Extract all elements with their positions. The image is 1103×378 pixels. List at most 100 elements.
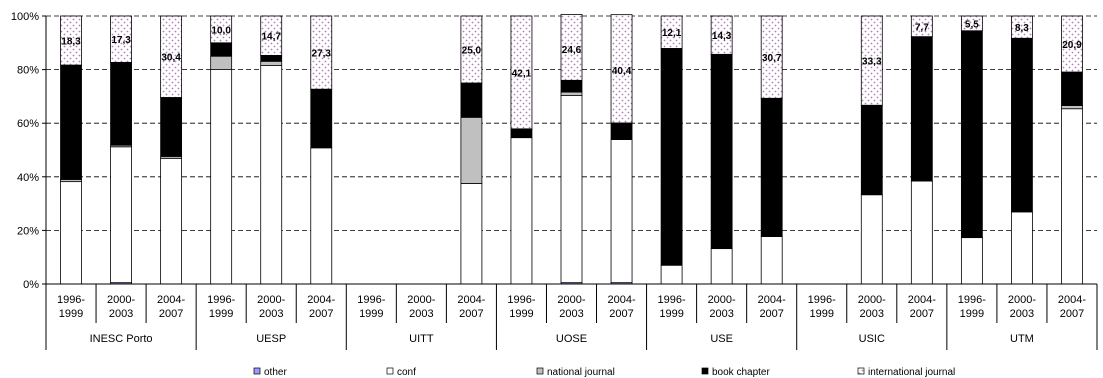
bar-segment-conf <box>510 137 533 285</box>
bar-segment-international-journal <box>510 15 533 130</box>
x-group-label: UOSE <box>556 333 587 345</box>
bar-segment-book-chapter <box>910 36 933 182</box>
x-period-label: 2000- <box>1008 294 1036 306</box>
x-period-label: 2003 <box>259 308 283 320</box>
x-group-label: USIC <box>859 333 885 345</box>
bar-segment-conf <box>1061 108 1083 285</box>
bar-segment-book-chapter <box>210 42 233 57</box>
bar-segment-book-chapter <box>560 79 583 93</box>
bar-segment-conf <box>660 264 683 285</box>
legend: other conf national journal book chapter int… <box>253 367 955 378</box>
x-period-label: 1999 <box>59 308 83 320</box>
x-period-label: 2004- <box>758 294 786 306</box>
x-period-label: 1996- <box>808 294 836 306</box>
bar-segment-book-chapter <box>860 104 883 196</box>
y-tick-label: 40% <box>17 172 39 184</box>
x-period-label: 1996- <box>207 294 235 306</box>
bar-segment-international-journal <box>260 15 283 56</box>
bar-segment-international-journal <box>760 15 783 99</box>
x-period-label: 2000- <box>557 294 585 306</box>
bar-segment-book-chapter <box>1011 37 1033 213</box>
data-label: 24,6 <box>562 45 582 56</box>
axes: 0% 20% 40% 60% 80% 100% 1996- 1999 2000- 2003 2004… <box>11 11 1098 350</box>
legend-label: conf <box>397 367 416 378</box>
bar-segment-international-journal <box>160 15 183 98</box>
bar-segment-book-chapter <box>760 97 783 237</box>
data-label: 7,7 <box>915 22 929 33</box>
data-label: 8,3 <box>1015 23 1029 34</box>
x-period-label: 2003 <box>559 308 583 320</box>
legend-swatch-national-journal <box>536 367 544 375</box>
bar-segment-book-chapter <box>960 30 983 239</box>
x-period-label: 2007 <box>1060 308 1084 320</box>
data-label: 20,9 <box>1062 40 1082 51</box>
x-period-label: 2004- <box>908 294 936 306</box>
x-period-label: 2000- <box>708 294 736 306</box>
x-period-label: 2007 <box>159 308 183 320</box>
bar-segment-international-journal <box>60 15 82 66</box>
y-tick-label: 60% <box>17 118 39 130</box>
bar-segment-international-journal <box>310 15 333 90</box>
legend-swatch-international-journal <box>857 367 865 375</box>
x-group-label: UESP <box>256 333 286 345</box>
x-period-label: 2000- <box>107 294 135 306</box>
data-label: 18,3 <box>61 37 81 48</box>
bar-segment-conf <box>860 194 883 285</box>
bar-segment-international-journal <box>660 15 683 49</box>
x-period-label: 2007 <box>910 308 934 320</box>
bar-segment-international-journal <box>110 15 132 63</box>
x-period-label: 2007 <box>309 308 333 320</box>
bar-segment-book-chapter <box>160 97 183 157</box>
bar-segment-national-journal <box>260 60 283 66</box>
y-tick-label: 80% <box>17 65 39 77</box>
bar-segment-book-chapter <box>110 61 132 146</box>
x-group-label: UITT <box>409 333 434 345</box>
legend-label: book chapter <box>712 367 770 378</box>
bar-segment-conf <box>210 69 233 285</box>
x-period-label: 2007 <box>759 308 783 320</box>
x-period-label: 2003 <box>709 308 733 320</box>
x-period-label: 1999 <box>960 308 984 320</box>
x-period-label: 1999 <box>659 308 683 320</box>
data-label: 42,1 <box>512 68 532 79</box>
bar-segment-conf <box>560 95 583 284</box>
bar-segment-book-chapter <box>310 88 333 149</box>
x-period-label: 2003 <box>860 308 884 320</box>
legend-swatch-book-chapter <box>701 367 709 375</box>
bar-segment-conf <box>710 248 733 285</box>
bar-segment-conf <box>760 236 783 285</box>
bar-segment-international-journal <box>560 13 583 81</box>
x-period-label: 2000- <box>257 294 285 306</box>
data-label: 12,1 <box>662 28 682 39</box>
x-period-label: 1996- <box>357 294 385 306</box>
x-period-label: 2003 <box>409 308 433 320</box>
bar-segment-conf <box>960 237 983 285</box>
bar-segment-conf <box>1011 211 1033 285</box>
data-label: 17,3 <box>111 35 131 46</box>
x-period-label: 1996- <box>507 294 535 306</box>
x-period-label: 2003 <box>109 308 133 320</box>
bar-segment-book-chapter <box>460 82 483 118</box>
legend-label: international journal <box>868 367 955 378</box>
data-labels: 18,3 17,3 30,4 10,0 14,7 27,3 25,0 42,1 24,6 40,4… <box>61 19 1082 79</box>
bar-segment-international-journal <box>960 15 983 32</box>
bar-segment-international-journal <box>1061 15 1083 73</box>
bar-segment-national-journal <box>460 116 483 184</box>
data-label: 14,7 <box>261 32 281 43</box>
x-period-label: 1996- <box>57 294 85 306</box>
bar-segment-book-chapter <box>60 64 82 180</box>
y-tick-label: 20% <box>17 225 39 237</box>
x-period-label: 2000- <box>407 294 435 306</box>
bar-segment-conf <box>460 183 483 285</box>
bars <box>60 13 1083 285</box>
x-period-label: 1996- <box>658 294 686 306</box>
bar-segment-book-chapter <box>1061 71 1083 106</box>
x-period-label: 2004- <box>157 294 185 306</box>
bar-segment-international-journal <box>460 15 483 84</box>
x-period-label: 2007 <box>459 308 483 320</box>
x-group-label: USE <box>710 333 733 345</box>
data-label: 30,7 <box>762 53 782 64</box>
bar-segment-conf <box>260 65 283 285</box>
x-period-label: 2004- <box>307 294 335 306</box>
